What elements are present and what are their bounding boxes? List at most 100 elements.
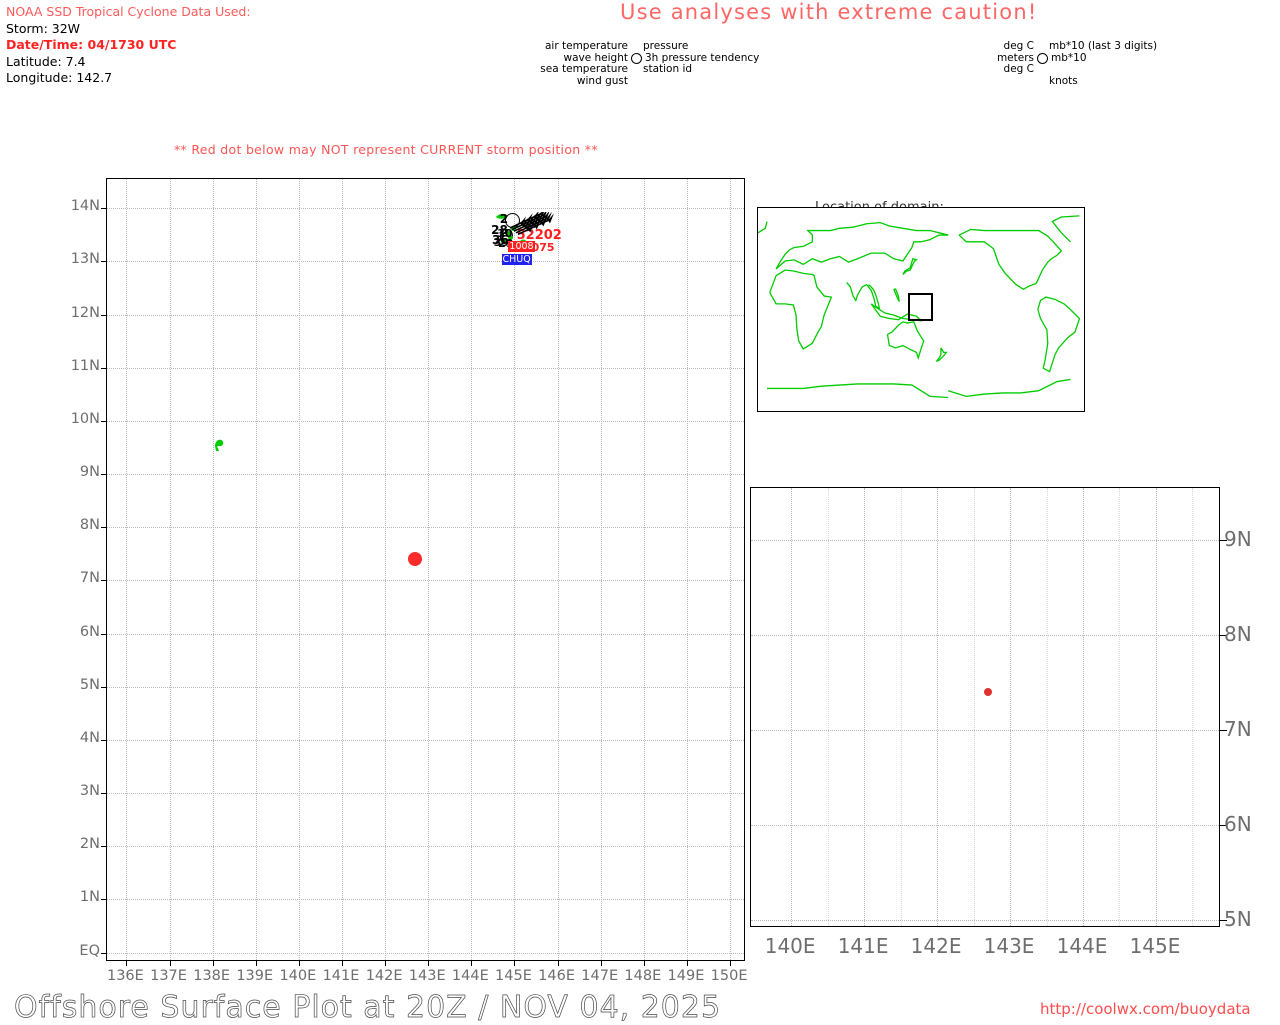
x-axis-label: 147E	[581, 968, 619, 984]
gridline-vertical	[864, 488, 866, 926]
y-axis-label: 5N	[1224, 907, 1252, 932]
station-units-legend: deg C mb*10 (last 3 digits) meters mb*10 d…	[988, 40, 1158, 87]
gridline-vertical	[1083, 488, 1084, 926]
gridline-vertical-minor	[1046, 488, 1048, 926]
y-tick	[101, 686, 107, 688]
x-tick	[600, 960, 602, 966]
x-tick	[514, 960, 516, 966]
y-tick	[101, 208, 107, 210]
gridline-horizontal	[107, 314, 744, 316]
domain-box-indicator	[907, 293, 934, 322]
gridline-vertical	[385, 179, 387, 960]
y-tick	[1220, 920, 1227, 922]
island-rota	[519, 229, 527, 243]
units-air-temperature: deg C	[1003, 40, 1034, 52]
x-axis-label: 144E	[1056, 934, 1108, 958]
legend-station-id: station id	[643, 63, 693, 76]
legend-wind-gust: wind gust	[576, 74, 628, 87]
units-pressure-tendency: mb*10	[1051, 51, 1087, 64]
station-id-chip-blue: CHUQ	[501, 253, 532, 265]
y-tick	[1220, 635, 1227, 637]
gridline-vertical	[514, 179, 516, 960]
y-tick	[1220, 825, 1227, 827]
x-tick	[255, 960, 257, 966]
y-tick	[101, 474, 107, 476]
x-tick	[298, 960, 300, 966]
y-axis-label: 4N	[79, 729, 100, 746]
zoom-map-x-axis-labels: 140E 141E 142E 143E 144E 145E	[750, 934, 1220, 960]
gridline-vertical	[557, 179, 559, 960]
y-axis-label: 1N	[79, 889, 100, 906]
y-axis-label: 8N	[1224, 622, 1252, 647]
x-tick	[341, 960, 343, 966]
legend-wave-height: wave height	[563, 51, 628, 64]
units-sea-temperature: deg C	[1003, 63, 1034, 76]
gridline-vertical	[169, 179, 171, 960]
x-axis-label: 138E	[193, 968, 231, 984]
world-inset-map	[757, 207, 1085, 412]
x-axis-label: 139E	[236, 968, 274, 984]
gridline-horizontal	[107, 899, 744, 901]
gridline-vertical	[212, 179, 214, 960]
station-circle-icon-units	[1037, 52, 1048, 64]
gridline-vertical	[341, 179, 343, 960]
red-dot-note: ** Red dot below may NOT represent CURRE…	[174, 142, 598, 157]
gridline-horizontal	[107, 793, 744, 795]
station-marker-green	[503, 237, 509, 243]
gridline-horizontal	[751, 920, 1219, 922]
station-marker-green	[505, 230, 511, 236]
gridline-horizontal	[751, 730, 1219, 732]
y-tick	[101, 420, 107, 422]
zoom-map-y-axis-labels: 5N 6N 7N 8N 9N	[750, 487, 1252, 931]
station-circle-icon	[631, 52, 642, 64]
y-axis-label: 14N	[70, 198, 100, 215]
legend-pressure: pressure	[643, 40, 689, 52]
air-temperature-value: 28	[491, 222, 508, 237]
storm-dot	[984, 688, 993, 697]
main-map-panel[interactable]: 2 28 36 30 29 39 52202 0075 1008 CHUQ	[101, 178, 745, 966]
zoom-map-panel[interactable]	[750, 487, 1227, 927]
x-tick	[730, 960, 732, 966]
y-axis-label: 12N	[70, 304, 100, 321]
station-marker-green	[507, 234, 513, 240]
station-marker-green	[500, 239, 506, 245]
gridline-vertical	[791, 488, 793, 926]
main-map-x-axis-labels: 136E 137E 138E 139E 140E 141E 142E 143E 144E 145E…	[106, 968, 748, 988]
gridline-vertical	[255, 179, 257, 960]
y-tick	[101, 367, 107, 369]
y-tick	[101, 580, 107, 582]
x-axis-label: 136E	[106, 968, 144, 984]
x-axis-label: 142E	[365, 968, 403, 984]
x-axis-label: 144E	[451, 968, 489, 984]
units-pressure: mb*10 (last 3 digits)	[1049, 40, 1158, 52]
station-plot-cluster: 2 28 36 30 29 39 52202 0075 1008 CHUQ	[107, 179, 744, 960]
wind-gust-value: 39	[493, 235, 510, 249]
gridline-vertical	[1010, 488, 1012, 926]
x-tick	[169, 960, 171, 966]
y-axis-label: 13N	[70, 251, 100, 268]
gridline-horizontal	[107, 208, 744, 210]
gridline-vertical	[298, 179, 300, 960]
pressure-value: 0075	[523, 240, 555, 254]
y-tick	[101, 739, 107, 741]
gridline-horizontal	[107, 367, 744, 369]
y-tick	[1220, 540, 1227, 542]
island-guam-north	[495, 206, 509, 220]
longitude-label: Longitude: 142.7	[6, 70, 113, 86]
gridline-vertical-minor	[827, 488, 829, 926]
footer-url-link[interactable]: http://coolwx.com/buoydata	[1040, 1000, 1251, 1018]
gridline-horizontal	[107, 261, 744, 263]
caution-banner: Use analyses with extreme caution!	[620, 0, 1038, 24]
gridline-horizontal	[107, 952, 744, 954]
y-tick	[101, 846, 107, 848]
datetime-label: Date/Time: 04/1730 UTC	[6, 37, 177, 53]
gridline-horizontal	[107, 739, 744, 741]
legend-pressure-tendency: 3h pressure tendency	[645, 51, 760, 64]
footer-title: Offshore Surface Plot at 20Z / NOV 04, 2…	[14, 990, 722, 1025]
main-map-y-axis-labels: EQ 1N 2N 3N 4N 5N 6N 7N 8N 9N 10N 11N 12N 13N 14N	[56, 178, 100, 961]
gridline-vertical	[937, 488, 939, 926]
x-axis-label: 149E	[667, 968, 705, 984]
gridline-vertical	[730, 179, 732, 960]
gridline-vertical	[686, 179, 688, 960]
gridline-vertical-minor	[900, 488, 902, 926]
